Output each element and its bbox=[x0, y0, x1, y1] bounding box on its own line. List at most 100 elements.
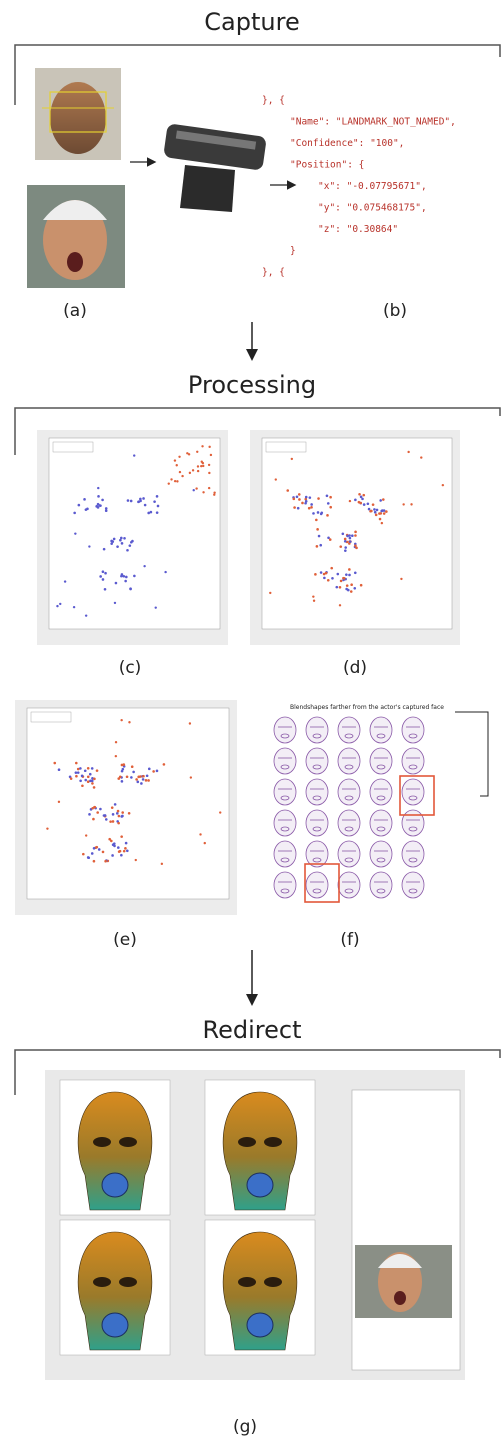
point bbox=[130, 500, 133, 503]
point bbox=[81, 775, 84, 778]
face-outline bbox=[306, 872, 328, 898]
point bbox=[123, 537, 126, 540]
point bbox=[97, 495, 100, 498]
eye bbox=[264, 1277, 282, 1287]
face-outline bbox=[402, 779, 424, 805]
point bbox=[163, 763, 166, 766]
point bbox=[361, 498, 364, 501]
point bbox=[111, 806, 114, 809]
legend-box bbox=[31, 712, 71, 722]
point bbox=[93, 847, 96, 850]
point bbox=[118, 850, 121, 853]
point bbox=[109, 820, 112, 823]
point bbox=[269, 592, 271, 594]
point bbox=[298, 498, 301, 501]
point bbox=[120, 835, 123, 838]
point bbox=[85, 614, 87, 616]
point bbox=[93, 786, 96, 789]
point bbox=[196, 451, 198, 453]
point bbox=[275, 478, 277, 480]
point bbox=[58, 768, 61, 771]
eye bbox=[93, 1137, 111, 1147]
face-outline bbox=[306, 841, 328, 867]
point bbox=[142, 497, 145, 500]
photo bbox=[27, 68, 125, 288]
point bbox=[131, 540, 134, 543]
point bbox=[135, 859, 137, 861]
section-title: Capture bbox=[204, 8, 299, 36]
point bbox=[292, 498, 295, 501]
point bbox=[91, 780, 94, 783]
point bbox=[152, 770, 155, 773]
eye bbox=[119, 1277, 137, 1287]
face-outline bbox=[306, 810, 328, 836]
point bbox=[197, 470, 199, 472]
face-outline bbox=[370, 779, 392, 805]
point bbox=[79, 767, 82, 770]
point bbox=[88, 545, 90, 547]
point bbox=[208, 487, 210, 489]
point bbox=[123, 575, 126, 578]
point bbox=[108, 838, 111, 841]
point bbox=[102, 578, 105, 581]
point bbox=[210, 454, 212, 456]
panel-label: (g) bbox=[233, 1417, 257, 1437]
point bbox=[93, 778, 96, 781]
point bbox=[345, 573, 348, 576]
point bbox=[362, 494, 365, 497]
point bbox=[59, 603, 61, 605]
point bbox=[354, 531, 357, 534]
point bbox=[375, 514, 378, 517]
point bbox=[53, 762, 56, 765]
point bbox=[442, 484, 444, 486]
point bbox=[170, 478, 172, 480]
point bbox=[84, 769, 87, 772]
point bbox=[327, 502, 330, 505]
point bbox=[190, 776, 192, 778]
point bbox=[84, 779, 87, 782]
point bbox=[367, 502, 370, 505]
point bbox=[213, 492, 215, 494]
eye bbox=[93, 1277, 111, 1287]
point bbox=[354, 534, 357, 537]
point bbox=[202, 462, 204, 464]
face-outline bbox=[402, 748, 424, 774]
point bbox=[147, 512, 150, 515]
point bbox=[353, 587, 356, 590]
mouth bbox=[102, 1173, 128, 1197]
point bbox=[113, 538, 116, 541]
point bbox=[348, 534, 351, 537]
point bbox=[121, 770, 124, 773]
point bbox=[118, 815, 121, 818]
point bbox=[93, 806, 96, 809]
point bbox=[379, 518, 382, 521]
point bbox=[189, 472, 191, 474]
point bbox=[150, 511, 153, 514]
point bbox=[117, 822, 120, 825]
point bbox=[318, 535, 321, 538]
point bbox=[88, 813, 91, 816]
point bbox=[87, 775, 90, 778]
point bbox=[121, 780, 124, 783]
point bbox=[75, 775, 78, 778]
panel-label: (a) bbox=[63, 301, 87, 321]
point bbox=[310, 506, 313, 509]
point bbox=[378, 512, 381, 515]
code-line: } bbox=[290, 246, 296, 257]
point bbox=[174, 459, 176, 461]
point bbox=[317, 511, 320, 514]
point bbox=[213, 494, 215, 496]
point bbox=[383, 512, 386, 515]
face-outline bbox=[338, 717, 360, 743]
point bbox=[146, 774, 149, 777]
point bbox=[115, 755, 117, 757]
point bbox=[381, 522, 383, 524]
point bbox=[119, 539, 122, 542]
point bbox=[199, 833, 201, 835]
plot-frame bbox=[352, 1090, 460, 1370]
point bbox=[74, 532, 76, 534]
point bbox=[358, 501, 361, 504]
point bbox=[208, 464, 210, 466]
point bbox=[360, 584, 363, 587]
point bbox=[161, 863, 163, 865]
